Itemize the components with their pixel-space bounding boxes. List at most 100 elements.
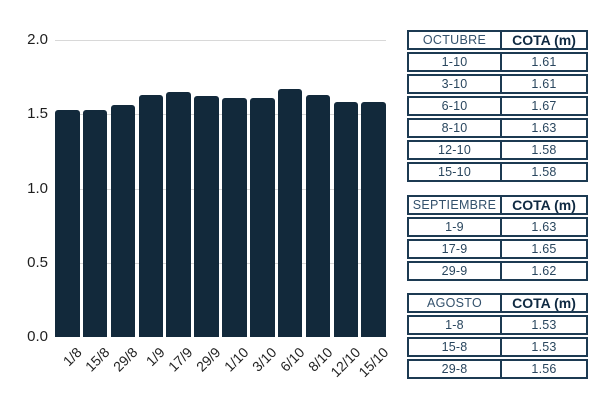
bar-3-10 xyxy=(250,97,275,337)
cota-value: 1.61 xyxy=(531,77,557,91)
cota-cell: 1.65 xyxy=(502,241,586,257)
date-value: 1-9 xyxy=(445,220,464,234)
x-axis-tick-label: 3/10 xyxy=(249,344,280,375)
table-row: 29-8 1.56 xyxy=(407,359,588,379)
date-cell: 29-8 xyxy=(409,361,502,377)
cota-cell: 1.61 xyxy=(502,76,586,92)
x-axis-tick-label: 6/10 xyxy=(276,344,308,375)
date-value: 6-10 xyxy=(441,99,468,113)
cota-cell: 1.53 xyxy=(502,339,586,355)
cota-value: 1.53 xyxy=(531,318,557,332)
y-axis-tick-label: 1.5 xyxy=(27,105,48,123)
month-header-cell: OCTUBRE xyxy=(409,32,502,48)
x-axis-tick-label: 12/10 xyxy=(327,344,364,381)
cota-value: 1.58 xyxy=(531,143,557,157)
cota-cell: 1.63 xyxy=(502,120,586,136)
x-axis-tick-label: 1/10 xyxy=(221,344,252,375)
cota-header-cell: COTA (m) xyxy=(502,32,586,48)
x-axis-tick-label: 1/9 xyxy=(143,344,169,370)
cota-cell: 1.58 xyxy=(502,142,586,158)
table-row: 1-9 1.63 xyxy=(407,217,588,237)
table-row: 1-8 1.53 xyxy=(407,315,588,335)
x-axis-tick-label: 15/8 xyxy=(81,344,113,375)
table-row: 12-10 1.58 xyxy=(407,140,588,160)
date-cell: 1-8 xyxy=(409,317,502,333)
bar-1-9 xyxy=(138,94,164,337)
y-axis-tick-label: 2.0 xyxy=(27,31,48,48)
date-cell: 17-9 xyxy=(409,241,502,257)
cota-header-cell: COTA (m) xyxy=(502,197,586,213)
date-value: 8-10 xyxy=(441,121,468,135)
cota-cell: 1.67 xyxy=(502,98,586,114)
cota-header-label: COTA (m) xyxy=(512,295,576,311)
cota-value: 1.62 xyxy=(531,264,557,278)
date-value: 1-8 xyxy=(445,318,464,332)
date-value: 1-10 xyxy=(441,55,468,69)
table-row: 8-10 1.63 xyxy=(407,118,588,138)
y-axis: 0.0 0.5 1.0 1.5 2.0 xyxy=(0,31,48,345)
table-agosto: AGOSTO COTA (m) 1-8 1.53 15-8 1.53 29-8 1.56 xyxy=(407,293,588,381)
y-axis-tick-label: 0.5 xyxy=(27,253,48,271)
date-cell: 6-10 xyxy=(409,98,502,114)
gridline xyxy=(55,40,386,41)
date-cell: 8-10 xyxy=(409,120,502,136)
bar-17-9 xyxy=(166,92,191,337)
table-header-row: SEPTIEMBRE COTA (m) xyxy=(407,195,588,215)
cota-value: 1.53 xyxy=(531,340,557,354)
table-row: 3-10 1.61 xyxy=(407,74,588,94)
table-row: 29-9 1.62 xyxy=(407,261,588,281)
date-cell: 15-8 xyxy=(409,339,502,355)
x-axis-tick-label: 15/10 xyxy=(354,344,392,381)
cota-value: 1.61 xyxy=(531,55,557,69)
bar-15-10 xyxy=(361,102,386,337)
date-value: 12-10 xyxy=(438,143,471,157)
date-cell: 1-9 xyxy=(409,219,502,235)
gridline xyxy=(55,262,386,264)
month-label: SEPTIEMBRE xyxy=(412,198,497,212)
cota-header-label: COTA (m) xyxy=(512,32,576,48)
table-octubre: OCTUBRE COTA (m) 1-10 1.61 3-10 1.61 6-10 1.67 8… xyxy=(407,30,588,184)
cota-cell: 1.56 xyxy=(502,361,586,377)
x-axis-tick-label: 17/9 xyxy=(165,344,197,375)
date-value: 15-8 xyxy=(441,340,468,354)
date-value: 15-10 xyxy=(438,165,471,179)
cota-value: 1.65 xyxy=(531,242,557,256)
cota-value: 1.58 xyxy=(531,165,557,179)
date-cell: 12-10 xyxy=(409,142,502,158)
date-value: 29-9 xyxy=(441,264,468,278)
month-header-cell: SEPTIEMBRE xyxy=(409,197,502,213)
bar-6-10 xyxy=(277,89,303,337)
bar-1-8 xyxy=(55,109,80,337)
cota-cell: 1.58 xyxy=(502,164,586,180)
table-septiembre: SEPTIEMBRE COTA (m) 1-9 1.63 17-9 1.65 29-9 1.6… xyxy=(407,195,588,283)
x-axis-tick-label: 1/8 xyxy=(59,344,85,370)
bar-8-10 xyxy=(305,94,331,337)
month-label: AGOSTO xyxy=(426,296,483,310)
cota-cell: 1.61 xyxy=(502,54,586,70)
date-cell: 3-10 xyxy=(409,76,502,92)
month-header-cell: AGOSTO xyxy=(409,295,502,311)
cota-value: 1.56 xyxy=(531,362,557,376)
bar-12-10 xyxy=(333,102,359,337)
bar-series xyxy=(55,40,386,337)
table-row: 17-9 1.65 xyxy=(407,239,588,259)
x-axis-tick-label: 29/9 xyxy=(193,344,224,375)
date-value: 29-8 xyxy=(441,362,468,376)
table-header-row: OCTUBRE COTA (m) xyxy=(407,30,588,50)
cota-cell: 1.53 xyxy=(502,317,586,333)
date-cell: 29-9 xyxy=(409,263,502,279)
bar-29-8 xyxy=(110,105,136,337)
table-row: 1-10 1.61 xyxy=(407,52,588,72)
bar-15-8 xyxy=(82,109,108,337)
y-axis-tick-label: 1.0 xyxy=(27,179,48,197)
date-value: 3-10 xyxy=(441,77,468,91)
bar-1-10 xyxy=(222,97,247,337)
table-header-row: AGOSTO COTA (m) xyxy=(407,293,588,313)
date-cell: 15-10 xyxy=(409,164,502,180)
gridline xyxy=(55,188,386,190)
x-axis-tick-label: 29/8 xyxy=(109,344,141,375)
cota-value: 1.63 xyxy=(531,121,557,135)
table-row: 15-10 1.58 xyxy=(407,162,588,182)
cota-cell: 1.62 xyxy=(502,263,586,279)
